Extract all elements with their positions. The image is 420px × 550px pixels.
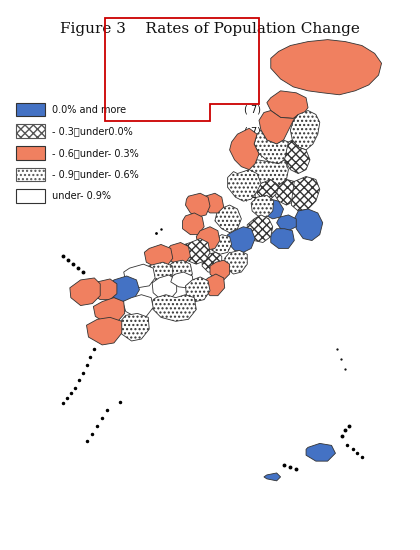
Polygon shape — [203, 274, 225, 296]
Polygon shape — [261, 199, 284, 219]
Polygon shape — [119, 314, 149, 341]
Polygon shape — [202, 252, 222, 272]
Polygon shape — [306, 443, 336, 461]
Polygon shape — [274, 179, 298, 205]
Text: (16): (16) — [244, 148, 264, 158]
Polygon shape — [108, 276, 139, 301]
Polygon shape — [247, 215, 273, 243]
Polygon shape — [186, 193, 210, 217]
Polygon shape — [294, 209, 323, 240]
Polygon shape — [271, 229, 294, 249]
Polygon shape — [89, 279, 117, 300]
Polygon shape — [124, 264, 155, 288]
Polygon shape — [254, 130, 289, 164]
Polygon shape — [143, 262, 173, 285]
Polygon shape — [277, 215, 296, 230]
Polygon shape — [271, 40, 381, 95]
Polygon shape — [284, 140, 310, 174]
Text: under- 0.9%: under- 0.9% — [52, 191, 111, 201]
Polygon shape — [210, 235, 231, 254]
Text: (13): (13) — [244, 169, 264, 179]
Polygon shape — [225, 250, 247, 274]
Polygon shape — [202, 193, 224, 213]
Polygon shape — [251, 195, 274, 217]
Text: - 0.6～under- 0.3%: - 0.6～under- 0.3% — [52, 148, 139, 158]
Polygon shape — [93, 298, 125, 323]
Text: ( 7): ( 7) — [244, 104, 261, 114]
Polygon shape — [151, 295, 196, 321]
Polygon shape — [87, 317, 122, 345]
Polygon shape — [152, 275, 177, 300]
Text: 0.0% and more: 0.0% and more — [52, 104, 126, 114]
Polygon shape — [210, 260, 230, 280]
Text: Figure 3    Rates of Population Change: Figure 3 Rates of Population Change — [60, 22, 360, 36]
Polygon shape — [70, 278, 100, 306]
Polygon shape — [259, 111, 298, 144]
Polygon shape — [290, 111, 320, 150]
Polygon shape — [123, 295, 153, 317]
Polygon shape — [16, 103, 45, 117]
Polygon shape — [267, 91, 308, 118]
Polygon shape — [186, 277, 210, 301]
Polygon shape — [16, 146, 45, 159]
Polygon shape — [264, 473, 281, 481]
Polygon shape — [215, 205, 241, 233]
Polygon shape — [196, 227, 220, 250]
Polygon shape — [16, 124, 45, 138]
Polygon shape — [144, 244, 173, 268]
Polygon shape — [228, 227, 255, 252]
Polygon shape — [16, 189, 45, 203]
Polygon shape — [291, 177, 320, 211]
Polygon shape — [255, 179, 278, 199]
Text: - 0.9～under- 0.6%: - 0.9～under- 0.6% — [52, 169, 139, 179]
Polygon shape — [16, 168, 45, 182]
Polygon shape — [166, 243, 190, 264]
Polygon shape — [183, 239, 210, 264]
Polygon shape — [167, 260, 192, 283]
Polygon shape — [171, 272, 193, 288]
Polygon shape — [183, 213, 204, 235]
Polygon shape — [228, 169, 261, 201]
Text: - 0.3～under0.0%: - 0.3～under0.0% — [52, 126, 133, 136]
Polygon shape — [230, 128, 259, 169]
Text: ( 7): ( 7) — [244, 126, 261, 136]
Text: ( 4): ( 4) — [244, 191, 261, 201]
Polygon shape — [247, 160, 289, 188]
